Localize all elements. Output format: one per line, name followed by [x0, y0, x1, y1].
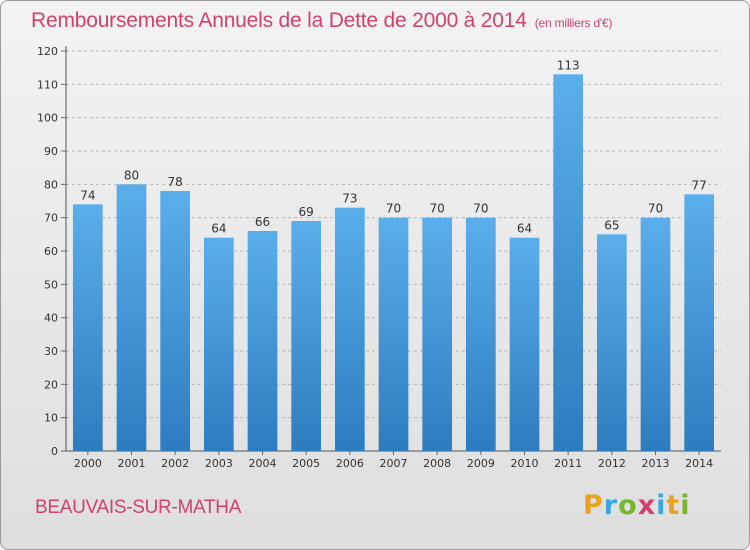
y-tick-label: 80 [44, 178, 58, 191]
value-label-2003: 64 [211, 222, 226, 236]
x-tick-label-2009: 2009 [467, 457, 495, 470]
y-tick-label: 120 [37, 45, 58, 58]
bar-layer [72, 74, 715, 452]
bar-2014 [684, 194, 715, 452]
value-label-2004: 66 [255, 215, 270, 229]
bar-2007 [378, 217, 409, 451]
proxiti-logo: Proxiti [583, 490, 691, 521]
y-tick-label: 100 [37, 112, 58, 125]
y-tick-label: 30 [44, 345, 58, 358]
logo-letter: r [603, 490, 619, 521]
logo-letter: i [680, 490, 691, 521]
commune-name: BEAUVAIS-SUR-MATHA [35, 497, 242, 518]
x-tick-label-2010: 2010 [511, 457, 539, 470]
x-tick-label-2006: 2006 [336, 457, 364, 470]
x-tick-label-2004: 2004 [249, 457, 277, 470]
x-tick-label-2011: 2011 [554, 457, 582, 470]
bar-2000 [72, 204, 103, 451]
bar-2006 [334, 207, 365, 451]
logo-letter: o [618, 490, 638, 521]
logo-letter: i [656, 490, 667, 521]
value-label-2006: 73 [342, 192, 357, 206]
bar-2004 [247, 231, 278, 451]
y-tick-label: 60 [44, 245, 58, 258]
value-label-2001: 80 [124, 168, 139, 182]
y-tick-label: 40 [44, 312, 58, 325]
bar-2001 [116, 184, 147, 452]
x-tick-label-2012: 2012 [598, 457, 626, 470]
x-tick-label-2000: 2000 [74, 457, 102, 470]
x-tick-label-2003: 2003 [205, 457, 233, 470]
value-label-2013: 70 [648, 202, 663, 216]
y-tick-label: 50 [44, 278, 58, 291]
x-tick-label-2005: 2005 [292, 457, 320, 470]
value-label-2011: 113 [557, 58, 580, 72]
title-unit: (en milliers d'€) [534, 16, 613, 30]
value-label-2005: 69 [299, 205, 314, 219]
logo-letter: t [666, 490, 681, 521]
bar-2012 [596, 234, 627, 451]
x-tick-label-2002: 2002 [161, 457, 189, 470]
logo-letter: P [583, 490, 604, 521]
x-tick-label-2001: 2001 [118, 457, 146, 470]
y-tick-label: 20 [44, 378, 58, 391]
value-label-2000: 74 [80, 188, 95, 202]
value-label-2012: 65 [604, 218, 619, 232]
bar-2005 [291, 221, 322, 451]
x-tick-label-2013: 2013 [642, 457, 670, 470]
bar-2013 [640, 217, 671, 451]
y-tick-label: 10 [44, 412, 58, 425]
title-text: Remboursements Annuels de la Dette de 20… [31, 9, 527, 32]
logo-letter: x [637, 490, 657, 521]
bar-2011 [553, 74, 584, 451]
x-tick-label-2008: 2008 [423, 457, 451, 470]
bar-2008 [422, 217, 453, 451]
bar-2003 [203, 237, 234, 451]
y-tick-label: 0 [51, 445, 58, 458]
value-label-2010: 64 [517, 222, 532, 236]
value-label-2014: 77 [692, 178, 707, 192]
y-tick-label: 70 [44, 212, 58, 225]
chart-title: Remboursements Annuels de la Dette de 20… [31, 9, 612, 33]
x-tick-label-2007: 2007 [380, 457, 408, 470]
label-layer: 0 10 20 30 40 50 60 70 80 90 100 110 120 74 2000 80 2001… [37, 45, 713, 470]
value-label-2007: 70 [386, 202, 401, 216]
bar-2010 [509, 237, 540, 451]
y-tick-label: 90 [44, 145, 58, 158]
y-tick-label: 110 [37, 78, 58, 91]
value-label-2008: 70 [430, 202, 445, 216]
value-label-2009: 70 [473, 202, 488, 216]
x-tick-label-2014: 2014 [685, 457, 713, 470]
bar-2002 [160, 191, 191, 451]
bar-2009 [465, 217, 496, 451]
value-label-2002: 78 [168, 175, 183, 189]
